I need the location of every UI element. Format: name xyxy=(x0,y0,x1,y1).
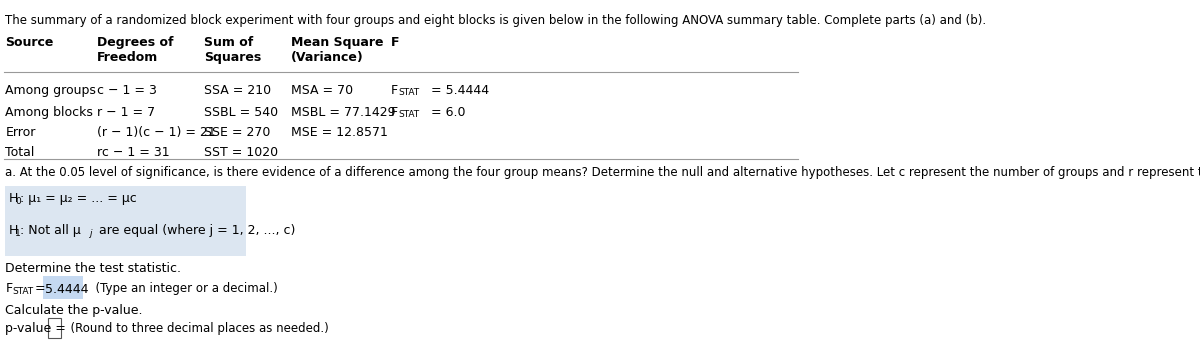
Text: Sum of
Squares: Sum of Squares xyxy=(204,36,260,64)
Text: H: H xyxy=(8,192,18,205)
Text: Among groups: Among groups xyxy=(5,84,96,97)
FancyBboxPatch shape xyxy=(48,318,61,338)
Text: = 6.0: = 6.0 xyxy=(427,106,466,119)
Text: j: j xyxy=(89,229,91,238)
Text: Calculate the p-value.: Calculate the p-value. xyxy=(5,304,143,317)
Text: = 5.4444: = 5.4444 xyxy=(427,84,490,97)
Text: MSA = 70: MSA = 70 xyxy=(290,84,353,97)
Text: a. At the 0.05 level of significance, is there evidence of a difference among th: a. At the 0.05 level of significance, is… xyxy=(5,166,1200,179)
Text: STAT: STAT xyxy=(398,88,420,97)
Text: 0: 0 xyxy=(16,197,20,206)
Text: r − 1 = 7: r − 1 = 7 xyxy=(97,106,155,119)
Text: Error: Error xyxy=(5,126,36,139)
Text: : μ₁ = μ₂ = ... = μc: : μ₁ = μ₂ = ... = μc xyxy=(20,192,137,205)
Text: F: F xyxy=(391,84,398,97)
Text: F: F xyxy=(5,282,12,295)
Text: Among blocks: Among blocks xyxy=(5,106,94,119)
Text: Determine the test statistic.: Determine the test statistic. xyxy=(5,262,181,275)
Text: SSE = 270: SSE = 270 xyxy=(204,126,270,139)
Text: 5.4444: 5.4444 xyxy=(46,283,89,296)
Text: are equal (where j = 1, 2, ..., c): are equal (where j = 1, 2, ..., c) xyxy=(95,224,295,237)
Text: (Type an integer or a decimal.): (Type an integer or a decimal.) xyxy=(88,282,278,295)
Text: Source: Source xyxy=(5,36,54,49)
Text: : Not all μ: : Not all μ xyxy=(20,224,80,237)
Text: SSBL = 540: SSBL = 540 xyxy=(204,106,278,119)
Text: MSBL = 77.1429: MSBL = 77.1429 xyxy=(290,106,395,119)
Text: H: H xyxy=(8,224,18,237)
Text: STAT: STAT xyxy=(398,110,420,119)
Text: MSE = 12.8571: MSE = 12.8571 xyxy=(290,126,388,139)
Text: SSA = 210: SSA = 210 xyxy=(204,84,271,97)
Text: rc − 1 = 31: rc − 1 = 31 xyxy=(97,146,169,159)
Text: SST = 1020: SST = 1020 xyxy=(204,146,278,159)
Text: F: F xyxy=(391,106,398,119)
Text: (r − 1)(c − 1) = 21: (r − 1)(c − 1) = 21 xyxy=(97,126,216,139)
Text: STAT: STAT xyxy=(12,287,34,296)
Text: p-value =: p-value = xyxy=(5,322,71,335)
Text: Degrees of
Freedom: Degrees of Freedom xyxy=(97,36,173,64)
FancyBboxPatch shape xyxy=(5,186,246,256)
Text: The summary of a randomized block experiment with four groups and eight blocks i: The summary of a randomized block experi… xyxy=(5,14,986,27)
Text: Mean Square
(Variance): Mean Square (Variance) xyxy=(290,36,383,64)
Text: c − 1 = 3: c − 1 = 3 xyxy=(97,84,157,97)
Text: Total: Total xyxy=(5,146,35,159)
Text: =: = xyxy=(35,282,49,295)
Text: (Round to three decimal places as needed.): (Round to three decimal places as needed… xyxy=(64,322,329,335)
FancyBboxPatch shape xyxy=(43,276,84,299)
Text: 1: 1 xyxy=(16,229,20,238)
Text: F: F xyxy=(391,36,400,49)
